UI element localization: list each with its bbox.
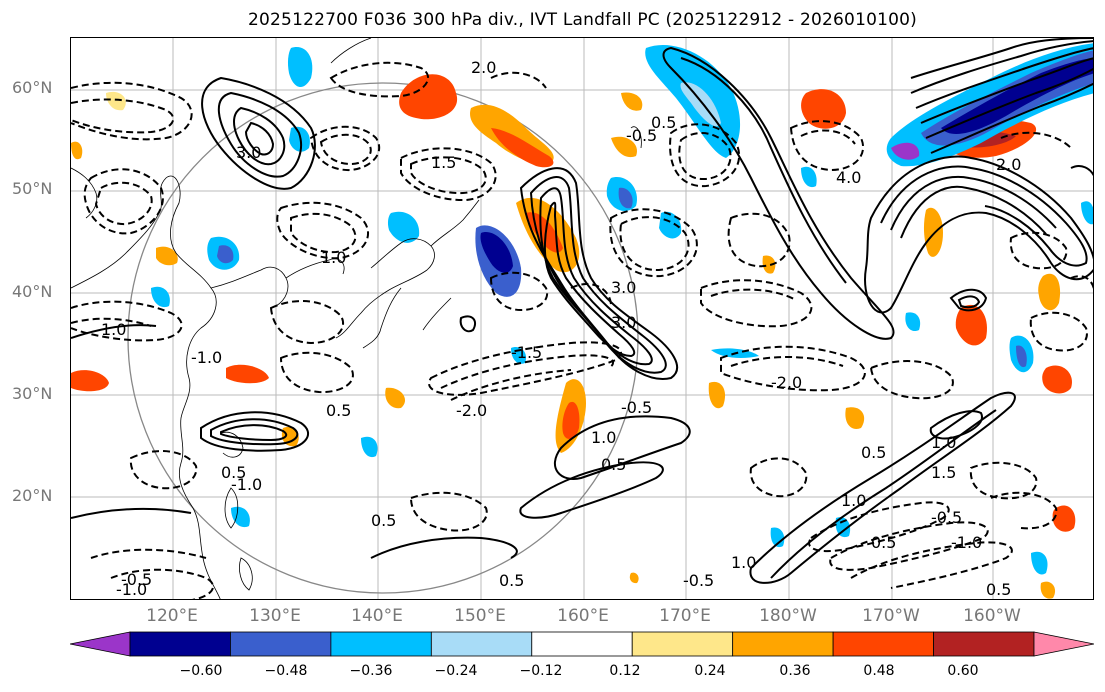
lat-label-40n: 40°N	[12, 282, 53, 301]
contour-label: 3.0	[611, 313, 636, 332]
colorbar-extend-max	[1033, 631, 1094, 657]
contour-label: 2.0	[471, 58, 496, 77]
contour-labels: 3.0 2.0 1.5 1.0 0.5 -0.5 -1.0 -1.5 -2.0 …	[101, 58, 1021, 599]
contour-label: -2.0	[456, 401, 487, 420]
lat-label-50n: 50°N	[12, 179, 53, 198]
coastlines	[71, 38, 642, 599]
contour-label: 1.0	[931, 433, 956, 452]
contour-label: 0.5	[371, 511, 396, 530]
colorbar-segment	[832, 631, 934, 657]
lon-label-160w: 160°W	[963, 606, 1021, 626]
contour-label: 3.0	[236, 143, 261, 162]
contour-label: 1.0	[731, 553, 756, 572]
contour-label: 0.5	[221, 463, 246, 482]
colorbar	[70, 631, 1094, 657]
colorbar-tick: 0.60	[947, 663, 979, 679]
colorbar-tick: −0.48	[264, 663, 308, 679]
colorbar-tick: 0.12	[609, 663, 641, 679]
chart-title: 2025122700 F036 300 hPa div., IVT Landfa…	[248, 10, 917, 30]
lon-label-170w: 170°W	[862, 606, 920, 626]
landfall-circle	[127, 82, 639, 594]
contour-label: -1.0	[951, 533, 982, 552]
contour-label: 1.0	[101, 320, 126, 339]
contour-label: 2.0	[996, 155, 1021, 174]
contour-label: -0.5	[621, 398, 652, 417]
lon-label-150e: 150°E	[454, 606, 506, 626]
contour-label: -0.5	[121, 570, 152, 589]
contour-label: 0.5	[499, 571, 524, 590]
contour-label: 0.5	[871, 533, 896, 552]
contour-label: 1.0	[321, 248, 346, 267]
colorbar-extend-min	[70, 631, 131, 657]
lon-label-170e: 170°E	[659, 606, 711, 626]
contour-label: 0.5	[986, 580, 1011, 599]
contour-label: 1.0	[841, 491, 866, 510]
colorbar-segment	[330, 631, 432, 657]
lon-label-130e: 130°E	[249, 606, 301, 626]
colorbar-segment	[430, 631, 533, 657]
colorbar-segment	[129, 631, 231, 657]
map-canvas: 3.0 2.0 1.5 1.0 0.5 -0.5 -1.0 -1.5 -2.0 …	[71, 38, 1093, 599]
contour-label: 1.0	[591, 428, 616, 447]
contour-label: 0.5	[861, 443, 886, 462]
contour-label: 1.5	[931, 463, 956, 482]
contour-label: -1.0	[231, 475, 262, 494]
colorbar-segment	[230, 631, 332, 657]
lat-label-30n: 30°N	[12, 384, 53, 403]
colorbar-segment	[631, 631, 734, 657]
lon-label-160e: 160°E	[557, 606, 609, 626]
lat-label-20n: 20°N	[12, 486, 53, 505]
contour-label: -0.5	[931, 508, 962, 527]
contour-label: 0.5	[326, 401, 351, 420]
colorbar-tick: −0.24	[434, 663, 478, 679]
contour-label: 0.5	[601, 455, 626, 474]
lat-label-60n: 60°N	[12, 78, 53, 97]
colorbar-segment	[732, 631, 834, 657]
colorbar-tick: 0.36	[779, 663, 811, 679]
negative-contours	[71, 61, 1093, 599]
contour-label: -1.0	[191, 348, 222, 367]
map-panel: 3.0 2.0 1.5 1.0 0.5 -0.5 -1.0 -1.5 -2.0 …	[70, 37, 1094, 600]
colorbar-segment	[933, 631, 1035, 657]
contour-label: -2.0	[771, 373, 802, 392]
colorbar-tick: −0.60	[179, 663, 223, 679]
contour-label: -0.5	[683, 571, 714, 590]
colorbar-segment	[531, 631, 633, 657]
lon-label-180w: 180°W	[759, 606, 817, 626]
lon-label-140e: 140°E	[351, 606, 403, 626]
contour-label: 4.0	[836, 168, 861, 187]
colorbar-tick: 0.24	[694, 663, 726, 679]
colorbar-tick: −0.12	[519, 663, 563, 679]
contour-label: 1.5	[431, 153, 456, 172]
contour-label: -1.5	[511, 343, 542, 362]
contour-label: -0.5	[626, 126, 657, 145]
contour-label: 3.0	[611, 278, 636, 297]
contour-label: 0.5	[651, 113, 676, 132]
colorbar-tick: 0.48	[863, 663, 895, 679]
contour-label: -1.0	[116, 580, 147, 599]
lon-label-120e: 120°E	[146, 606, 198, 626]
colorbar-tick: −0.36	[349, 663, 393, 679]
